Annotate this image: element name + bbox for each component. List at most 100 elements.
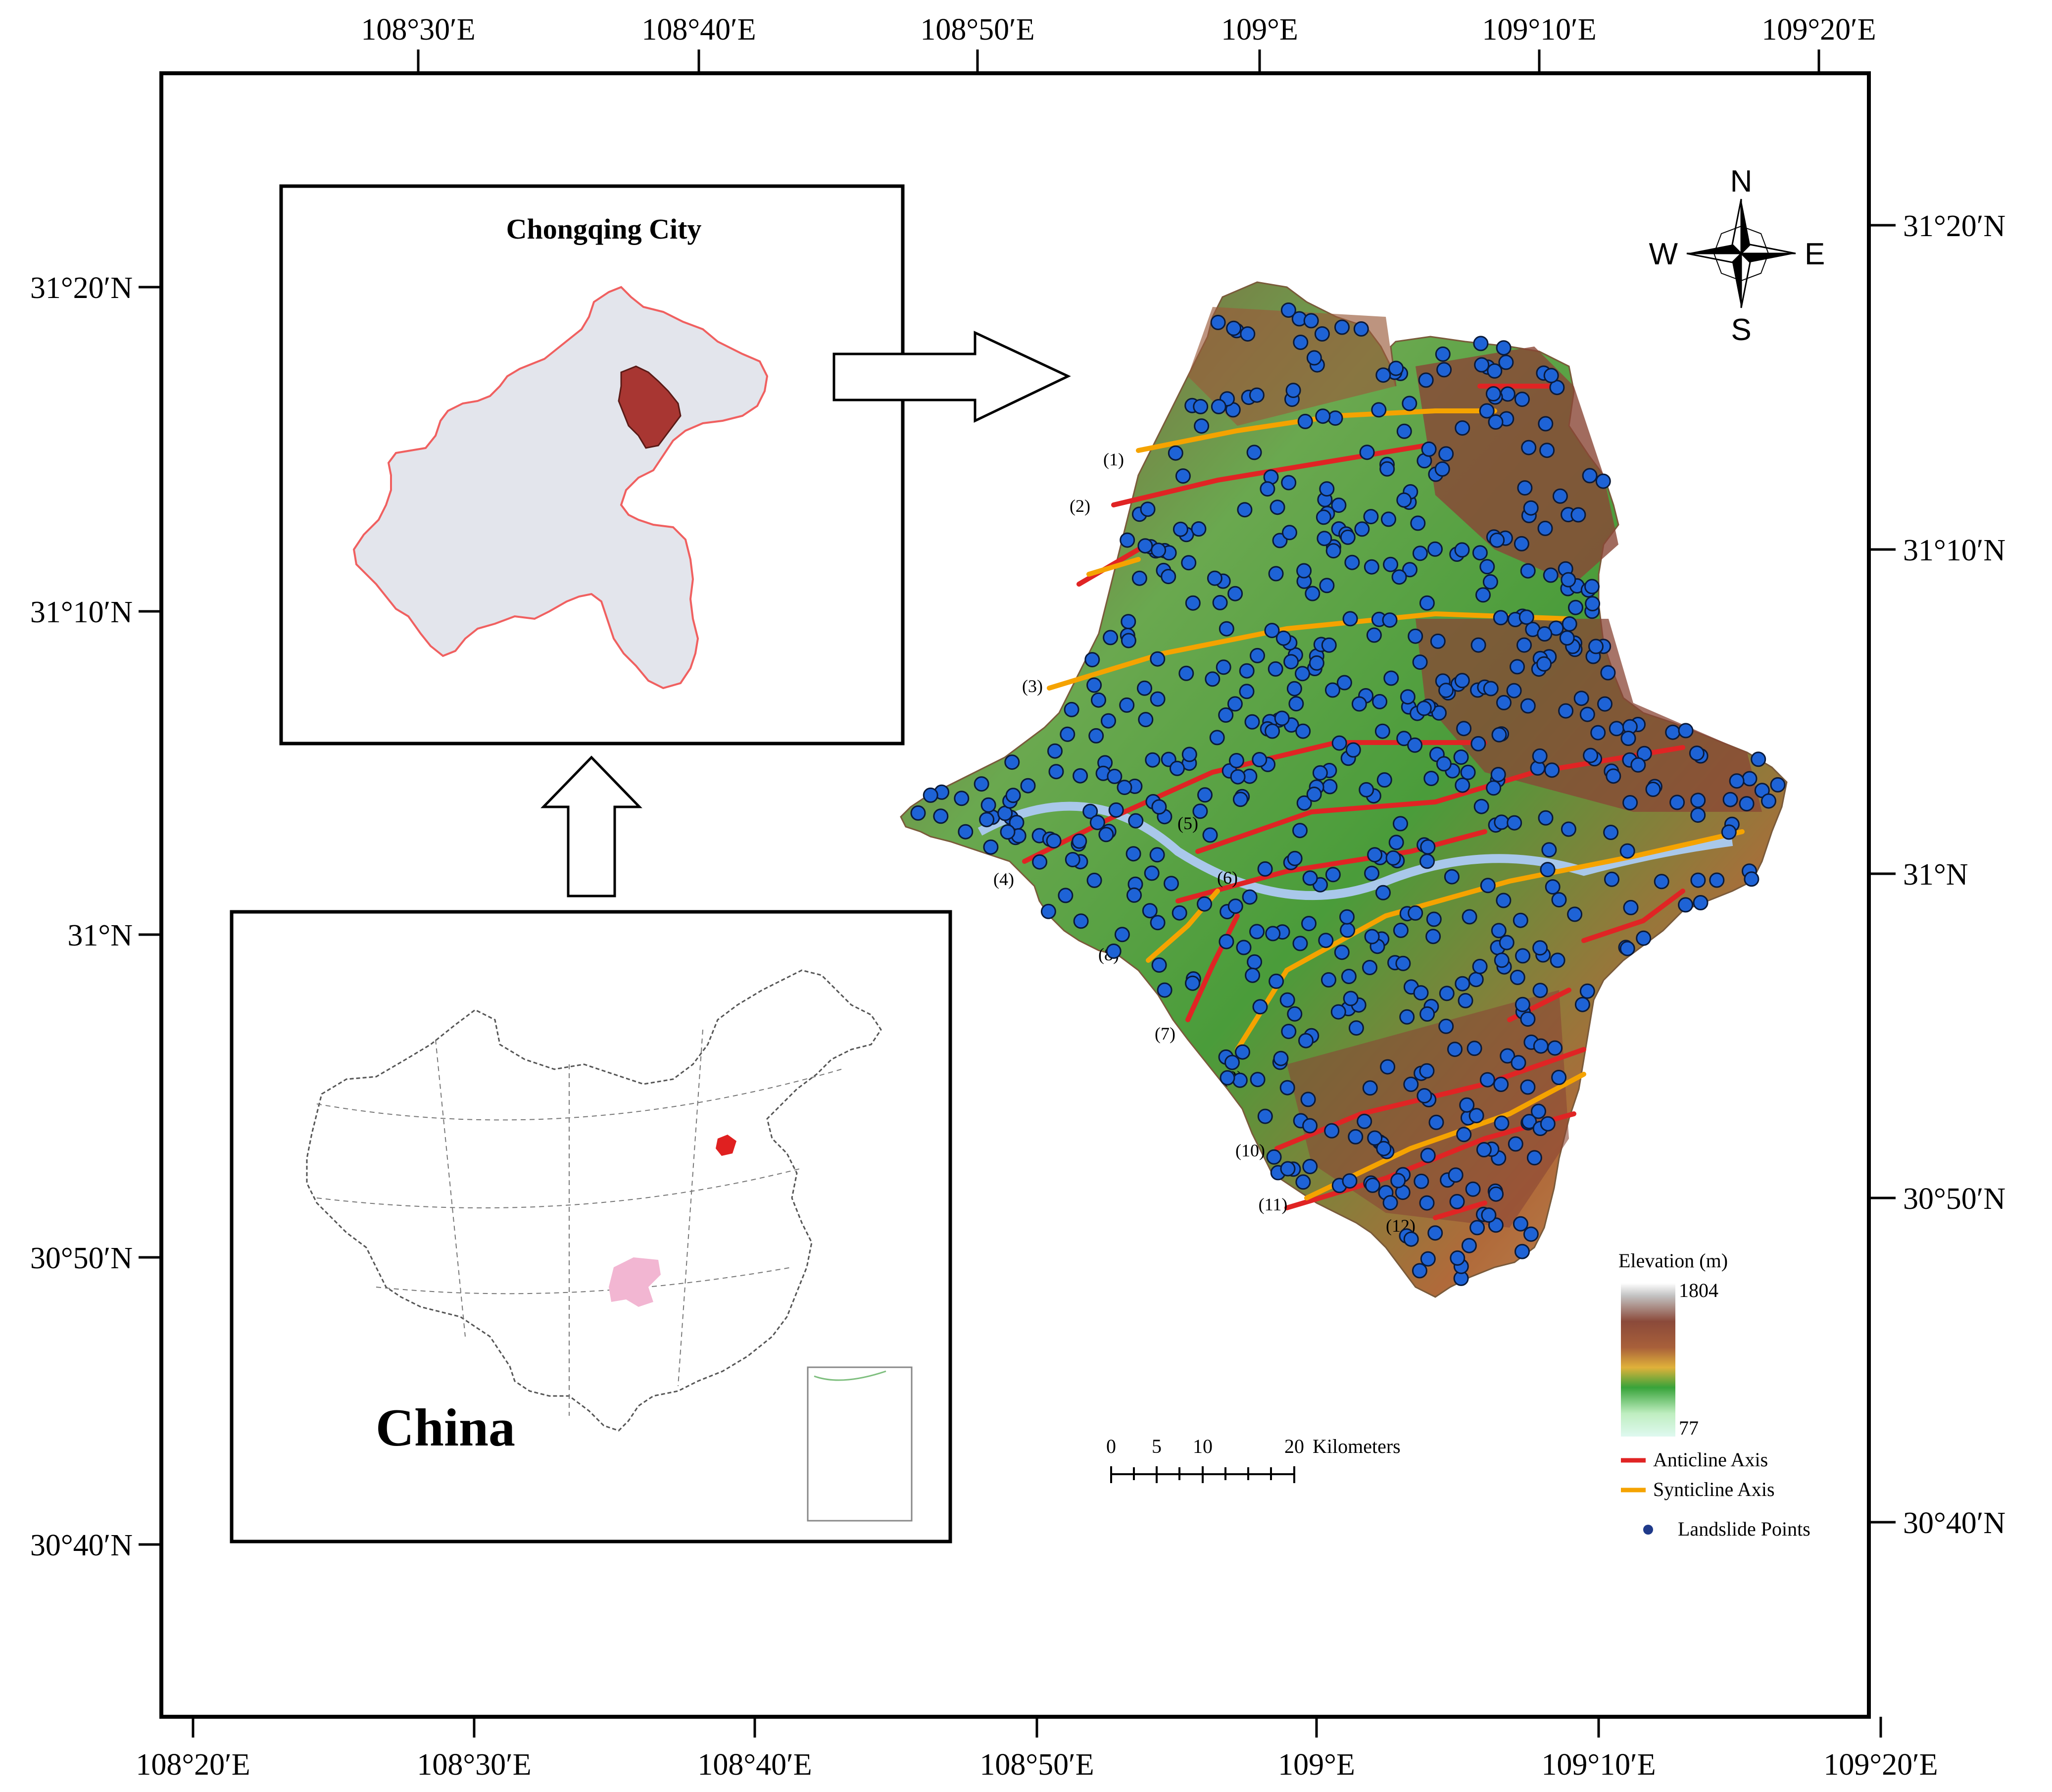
legend-syncline: Synticline Axis — [1653, 1478, 1775, 1500]
landslide-point — [1283, 654, 1299, 670]
landslide-point — [1265, 926, 1281, 942]
landslide-point — [1636, 930, 1652, 946]
landslide-point — [1295, 1174, 1311, 1190]
landslide-point — [1458, 993, 1473, 1008]
landslide-point — [1439, 986, 1455, 1001]
landslide-point — [1345, 742, 1361, 758]
landslide-point — [1324, 1123, 1340, 1139]
landslide-point — [1327, 410, 1343, 426]
compass-s: S — [1731, 313, 1751, 347]
landslide-point — [1508, 1136, 1523, 1152]
landslide-point — [1412, 1263, 1427, 1279]
landslide-point — [1455, 420, 1470, 436]
landslide-point — [1219, 934, 1234, 949]
landslide-point — [1288, 696, 1304, 712]
fold-label-2: (2) — [1070, 496, 1090, 516]
legend-landslide-swatch — [1643, 1525, 1653, 1535]
landslide-point — [1303, 313, 1319, 329]
landslide-point — [1396, 731, 1412, 747]
landslide-point — [1538, 416, 1554, 432]
scale-bar: 0 5 10 20 Kilometers — [1106, 1435, 1401, 1483]
landslide-point — [1296, 563, 1312, 579]
top-lon-label-2: 108°40′E — [641, 13, 756, 47]
landslide-point — [1622, 795, 1638, 810]
landslide-point — [1583, 747, 1599, 763]
landslide-point — [1468, 1108, 1484, 1124]
landslide-point — [1245, 967, 1261, 983]
landslide-point — [1582, 468, 1598, 484]
landslide-point — [1334, 945, 1350, 960]
landslide-point — [1538, 810, 1554, 826]
landslide-point — [1317, 531, 1332, 547]
landslide-point — [1500, 1048, 1515, 1064]
landslide-point — [1145, 752, 1161, 768]
landslide-point — [1499, 935, 1515, 950]
landslide-point — [1301, 916, 1317, 932]
bottom-lon-label-5: 109°E — [1278, 1748, 1355, 1782]
landslide-point — [1388, 360, 1404, 376]
landslide-point — [1428, 1114, 1444, 1130]
landslide-point — [1305, 586, 1320, 601]
landslide-point — [1302, 870, 1318, 886]
anticline-axes — [1022, 384, 1685, 1220]
landslide-point — [1689, 746, 1705, 761]
bottom-lon-label-4: 108°50′E — [979, 1748, 1094, 1782]
landslide-point — [1540, 862, 1556, 878]
landslide-point — [1418, 372, 1434, 388]
scale-0: 0 — [1106, 1435, 1116, 1457]
landslide-point — [1359, 445, 1375, 460]
right-lat-ticks — [1869, 224, 1896, 1524]
landslide-point — [1459, 1097, 1475, 1113]
landslide-point — [1281, 475, 1297, 491]
landslide-point — [1273, 1050, 1289, 1066]
right-lat-label-3: 31°N — [1903, 858, 1968, 892]
landslide-point — [1523, 1226, 1539, 1242]
landslide-point — [1396, 492, 1412, 508]
landslide-point — [1412, 546, 1428, 561]
landslide-point — [1385, 850, 1401, 866]
landslide-point — [1268, 661, 1283, 677]
landslide-point — [1513, 1216, 1528, 1232]
landslide-point — [1430, 633, 1446, 649]
landslide-point — [1150, 915, 1166, 931]
landslide-point — [1379, 461, 1395, 477]
landslide-point — [1550, 952, 1565, 968]
landslide-point — [1561, 821, 1576, 837]
landslide-point — [1487, 363, 1503, 379]
landslide-point — [1543, 368, 1559, 384]
landslide-point — [1597, 696, 1612, 712]
landslide-point — [1151, 543, 1167, 558]
landslide-point — [1523, 500, 1539, 516]
fold-label-3: (3) — [1022, 676, 1043, 696]
landslide-point — [1496, 695, 1512, 710]
landslide-point — [1709, 872, 1725, 888]
landslide-point — [1232, 792, 1248, 807]
landslide-point — [1227, 586, 1243, 601]
landslide-point — [1448, 1167, 1464, 1183]
landslide-point — [1515, 1244, 1530, 1259]
landslide-point — [1552, 488, 1568, 504]
landslide-point — [1181, 747, 1197, 762]
landslide-point — [1065, 852, 1080, 867]
landslide-point — [1073, 768, 1088, 784]
compass-n: N — [1730, 164, 1753, 199]
terrain-ridge-4 — [1287, 990, 1569, 1228]
south-china-sea-inset — [807, 1366, 913, 1522]
landslide-point — [1420, 1147, 1436, 1163]
landslide-point — [1500, 386, 1515, 402]
landslide-point — [1119, 697, 1135, 713]
landslide-point — [1395, 955, 1411, 971]
landslide-point — [1455, 777, 1470, 793]
landslide-point — [1292, 823, 1308, 839]
top-lon-label-4: 109°E — [1221, 13, 1298, 47]
landslide-point — [1496, 340, 1512, 356]
landslide-point — [1510, 969, 1525, 985]
landslide-point — [1228, 753, 1244, 768]
landslide-point — [1367, 847, 1383, 863]
landslide-point — [1275, 630, 1291, 646]
landslide-point — [1751, 751, 1766, 767]
landslide-point — [1216, 659, 1231, 675]
landslide-point — [1285, 383, 1301, 398]
landslide-point — [1287, 850, 1303, 866]
landslide-point — [1520, 563, 1536, 579]
